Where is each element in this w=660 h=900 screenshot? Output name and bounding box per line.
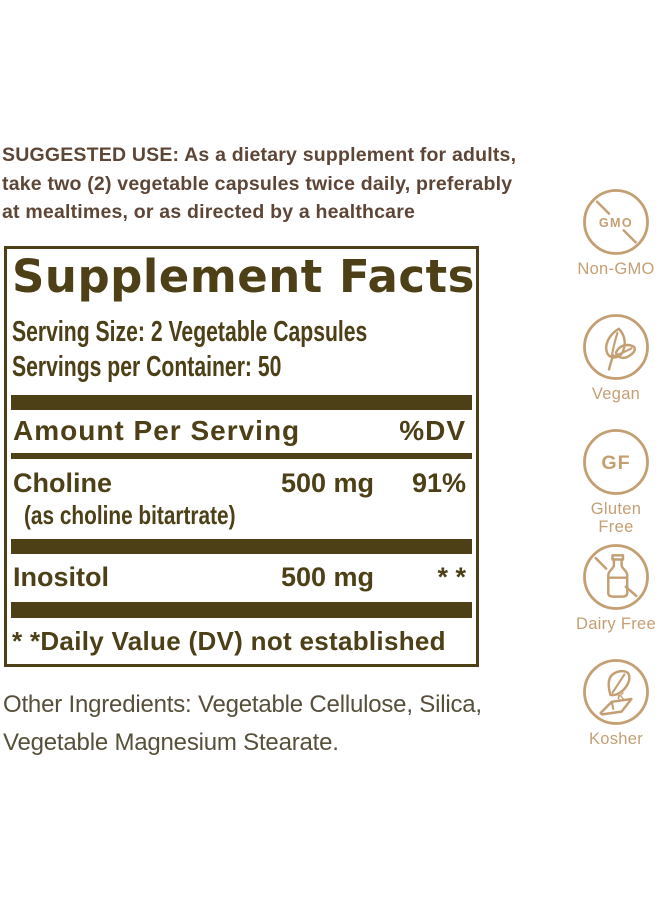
gmo-symbol-text: GMO [599, 216, 633, 230]
nutrient-dv: * * [437, 562, 466, 592]
badge-dairy-free: Dairy Free [571, 542, 660, 633]
gf-circle-icon: GF [583, 429, 649, 495]
divider-bar-thick [11, 539, 472, 554]
table-row-inositol: Inositol 500 mg * * [13, 562, 466, 593]
suggested-use-text: SUGGESTED USE: As a dietary supplement f… [2, 141, 562, 227]
supplement-facts-panel: Supplement Facts Serving Size: 2 Vegetab… [4, 246, 479, 667]
badge-label: Kosher [588, 730, 644, 748]
badge-label: Dairy Free [575, 615, 656, 633]
suggested-use-line: SUGGESTED USE: As a dietary supplement f… [2, 144, 517, 166]
facts-header-row: Amount Per Serving %DV [13, 415, 466, 447]
dv-footnote: * *Daily Value (DV) not established [12, 626, 446, 656]
gf-symbol-text: GF [601, 452, 630, 474]
servings-per-container-text: Servings per Container: 50 [12, 351, 282, 383]
amount-per-serving-label: Amount Per Serving [13, 415, 301, 446]
divider-bar-thick [11, 602, 472, 618]
badge-label: Gluten Free [590, 500, 642, 537]
badge-gluten-free: GF Gluten Free [571, 427, 660, 536]
nutrient-amount: 500 mg [280, 468, 374, 498]
divider-bar-thick [11, 395, 472, 410]
nutrient-amount: 500 mg [280, 562, 374, 592]
kosher-k-text: K [617, 691, 625, 703]
other-ingredients-text: Other Ingredients: Vegetable Cellulose, … [3, 686, 563, 762]
supplement-facts-title: Supplement Facts [12, 250, 475, 303]
other-ingredients-line: Other Ingredients: Vegetable Cellulose, … [3, 691, 482, 718]
badge-non-gmo: GMO Non-GMO [571, 187, 660, 278]
badge-kosher: K Kosher [571, 657, 660, 748]
milk-bottle-crossed-icon [583, 544, 649, 610]
leaves-circle-icon [583, 314, 649, 380]
nutrient-detail: (as choline bitartrate) [24, 500, 236, 530]
badge-label: Non-GMO [577, 260, 655, 278]
table-row-choline: Choline 500 mg 91% [13, 468, 466, 499]
gmo-crossed-circle-icon: GMO [583, 189, 649, 255]
suggested-use-line: take two (2) vegetable capsules twice da… [2, 172, 513, 195]
serving-size-text: Serving Size: 2 Vegetable Capsules [12, 316, 368, 348]
suggested-use-line: at mealtimes, or as directed by a health… [2, 201, 416, 224]
nutrient-dv: 91% [411, 468, 466, 498]
badge-vegan: Vegan [571, 312, 660, 403]
kosher-mark-icon: K [583, 659, 649, 725]
nutrient-name: Inositol [13, 562, 109, 592]
divider-bar-thin [11, 453, 472, 459]
nutrient-name: Choline [13, 468, 112, 498]
badge-label: Vegan [591, 385, 641, 403]
other-ingredients-line: Vegetable Magnesium Stearate. [3, 729, 339, 756]
percent-dv-label: %DV [399, 415, 466, 446]
